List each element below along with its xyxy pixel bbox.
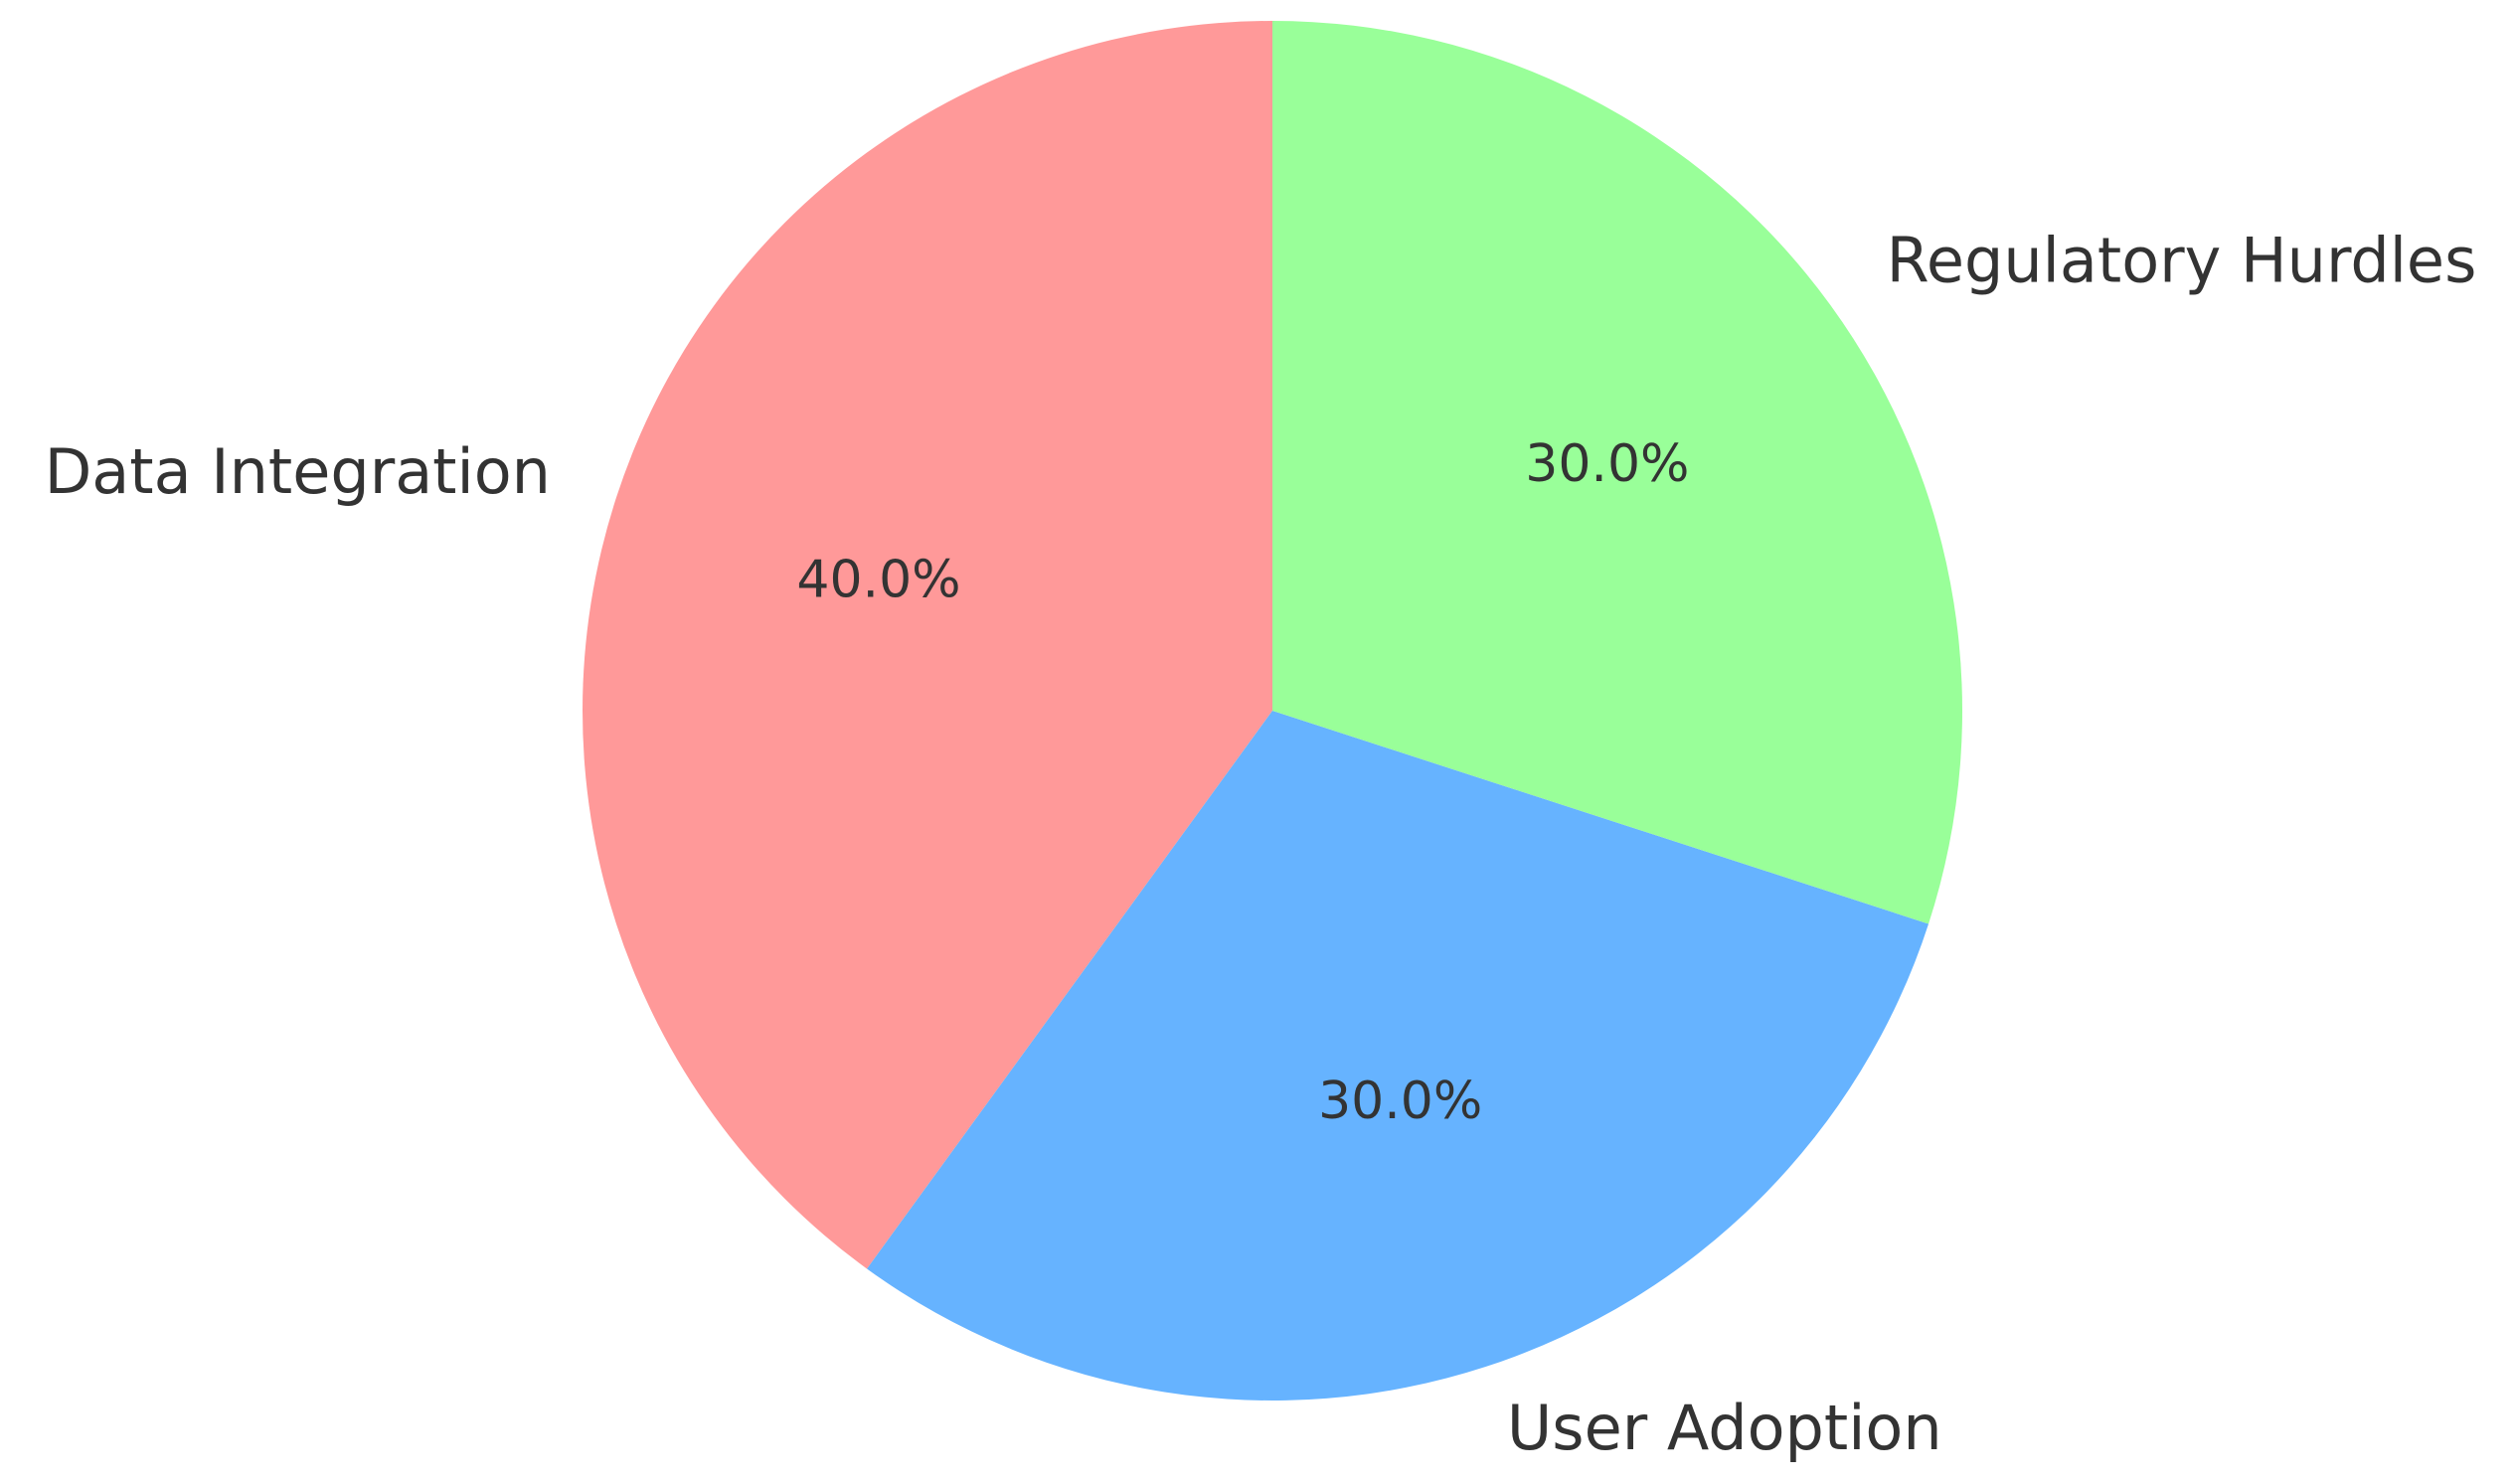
pie-slice xyxy=(583,21,1272,1269)
value-label: 30.0% xyxy=(1525,434,1689,494)
value-label: 40.0% xyxy=(796,550,960,609)
value-label: 30.0% xyxy=(1318,1072,1482,1131)
pie-slice xyxy=(1272,21,1962,924)
pie-slice xyxy=(867,711,1929,1402)
slice-label: Regulatory Hurdles xyxy=(1887,224,2477,296)
slice-label: Data Integration xyxy=(45,435,551,508)
slice-label: User Adoption xyxy=(1507,1392,1942,1464)
